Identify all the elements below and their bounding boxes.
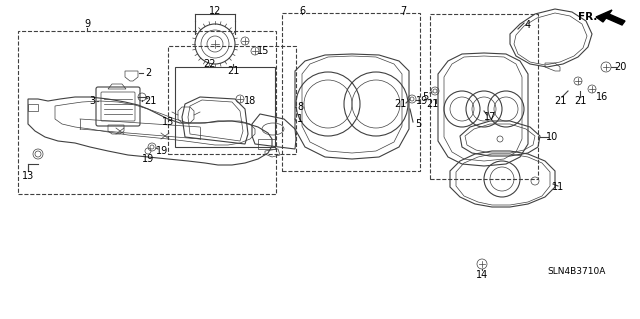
Text: 5: 5	[422, 92, 428, 102]
Bar	[168, 46, 296, 154]
Bar	[282, 13, 420, 171]
Text: 10: 10	[546, 132, 558, 142]
Text: 11: 11	[552, 182, 564, 192]
Text: 13: 13	[162, 117, 174, 127]
Text: 6: 6	[299, 6, 305, 16]
Text: 21: 21	[394, 99, 406, 109]
Text: 4: 4	[525, 20, 531, 30]
Text: 8: 8	[297, 102, 303, 112]
Bar	[430, 14, 538, 179]
Text: 17: 17	[484, 112, 496, 122]
Text: 18: 18	[244, 96, 256, 106]
Text: 16: 16	[596, 92, 608, 102]
Text: 19: 19	[156, 146, 168, 156]
Text: 21: 21	[426, 99, 438, 109]
Bar	[18, 31, 276, 194]
Text: 14: 14	[476, 270, 488, 280]
Text: 22: 22	[204, 59, 216, 69]
Text: 15: 15	[257, 46, 269, 56]
Text: 12: 12	[209, 6, 221, 16]
Text: 2: 2	[145, 68, 151, 78]
Text: 21: 21	[554, 96, 566, 106]
Text: 21: 21	[574, 96, 586, 106]
Text: 21: 21	[144, 96, 156, 106]
Text: 5: 5	[415, 119, 421, 129]
Text: SLN4B3710A: SLN4B3710A	[548, 266, 606, 276]
Text: 1: 1	[297, 114, 303, 124]
Text: 20: 20	[614, 62, 626, 72]
Text: 19: 19	[416, 96, 428, 106]
Text: 3: 3	[89, 96, 95, 106]
Text: 7: 7	[400, 6, 406, 16]
Bar	[175, 67, 275, 147]
Text: 13: 13	[22, 171, 34, 181]
Text: 21: 21	[227, 66, 239, 76]
Polygon shape	[596, 10, 625, 25]
Text: 9: 9	[84, 19, 90, 29]
Text: 19: 19	[142, 154, 154, 164]
Text: FR.: FR.	[579, 12, 598, 22]
